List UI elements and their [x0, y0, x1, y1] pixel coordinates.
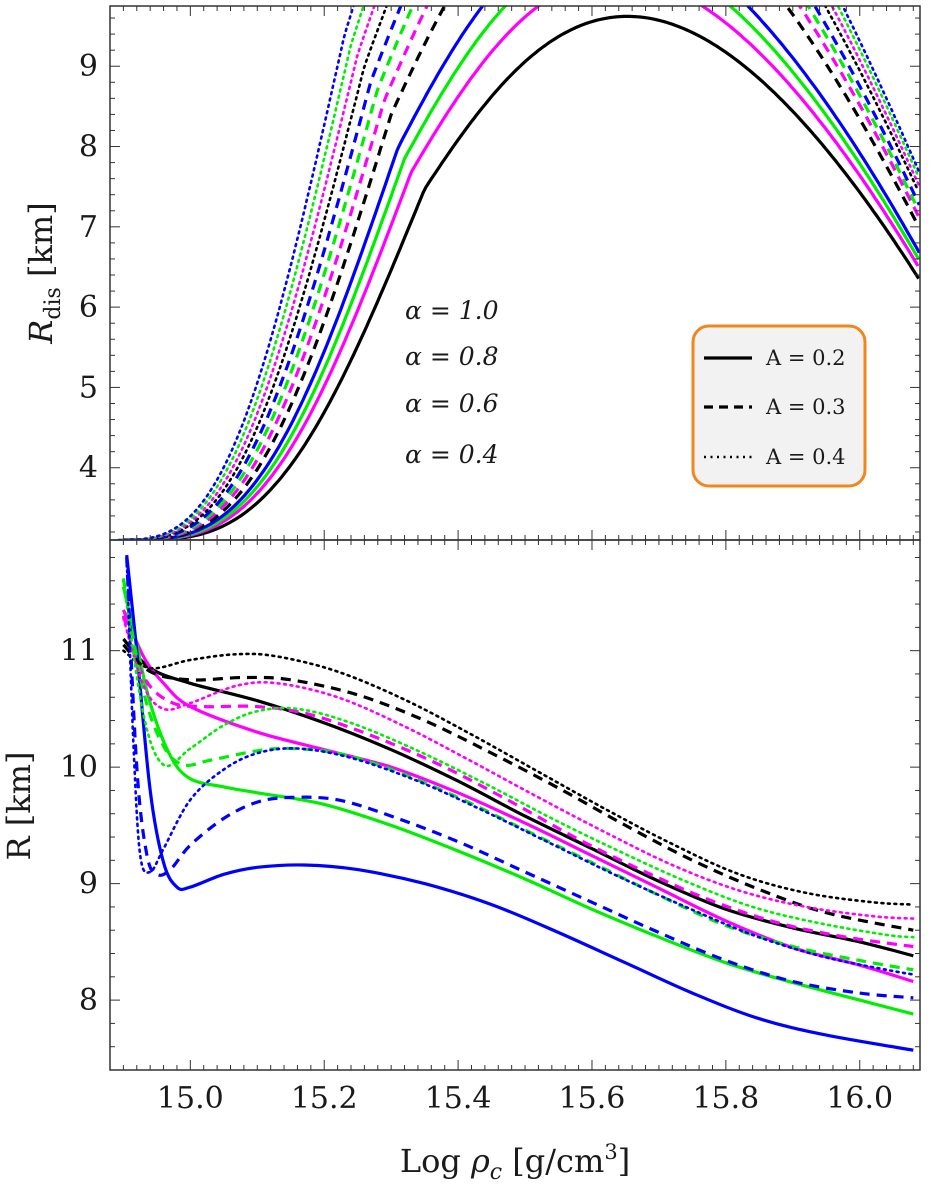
top-series-alpha-0-4-A-0-3: [124, 6, 920, 540]
annotation-alpha-0-8: α = 0.8: [405, 342, 498, 371]
bottom-series-alpha-0-8-A-0-3: [121, 615, 914, 949]
bottom-series-alpha-0-4-A-0-3: [125, 557, 914, 1000]
annotation-alpha-1-0: α = 1.0: [405, 296, 499, 325]
top-y-tick-label: 8: [79, 130, 98, 165]
x-tick-label: 15.2: [291, 1081, 358, 1116]
legend: A = 0.2 A = 0.3 A = 0.4: [691, 324, 867, 488]
top-y-axis-label: Rdis [km]: [22, 202, 66, 344]
top-series-alpha-0-8-A-0-4: [120, 6, 920, 540]
bottom-y-tick-label: 11: [60, 634, 98, 669]
alpha-annotations: α = 1.0 α = 0.8 α = 0.6 α = 0.4: [405, 296, 499, 469]
top-series-alpha-1-A-0-2: [136, 14, 920, 540]
x-tick-label: 15.6: [559, 1081, 626, 1116]
bottom-series-alpha-0-6-A-0-4: [122, 579, 915, 939]
bottom-series-alpha-0-8-A-0-2: [121, 609, 914, 984]
x-tick-label: 15.0: [157, 1081, 224, 1116]
bottom-series-alpha-1-A-0-2: [122, 637, 914, 958]
bottom-y-axis-label: R [km]: [0, 752, 38, 861]
annotation-alpha-0-6: α = 0.6: [405, 389, 499, 418]
x-tick-label: 16.0: [826, 1081, 893, 1116]
annotation-alpha-0-4: α = 0.4: [405, 440, 498, 469]
bottom-series-alpha-1-A-0-3: [122, 643, 914, 932]
bottom-panel-frame: [109, 539, 921, 1071]
top-curves: [117, 6, 920, 540]
top-series-alpha-0-6-A-0-2: [131, 6, 920, 540]
top-y-tick-label: 9: [79, 49, 98, 84]
bottom-series-alpha-0-4-A-0-2: [125, 554, 914, 1052]
bottom-y-tick-label: 8: [79, 983, 98, 1018]
x-tick-label: 15.8: [692, 1081, 759, 1116]
top-series-alpha-1-A-0-3: [128, 6, 920, 540]
top-series-alpha-0-6-A-0-4: [118, 6, 920, 540]
legend-box: [691, 324, 867, 488]
bottom-ticks: 8 9 10 11 15.0 15.2 15.4 15.6 15.8 16.0: [60, 540, 920, 1116]
bottom-y-tick-label: 9: [79, 867, 98, 902]
bottom-panel: 8 9 10 11 15.0 15.2 15.4 15.6 15.8 16.0 R [km] Lo…: [0, 539, 921, 1185]
top-series-alpha-0-8-A-0-2: [133, 6, 920, 540]
top-series-alpha-0-4-A-0-2: [129, 6, 920, 540]
top-series-alpha-0-6-A-0-3: [125, 6, 920, 540]
legend-label-a-0-4: A = 0.4: [765, 445, 846, 469]
bottom-series-alpha-0-6-A-0-3: [121, 578, 914, 972]
top-y-tick-label: 6: [79, 290, 98, 325]
x-axis-label: Log ρc [g/cm3]: [400, 1140, 630, 1185]
bottom-series-alpha-0-4-A-0-4: [125, 556, 915, 976]
top-ticks: 4 5 6 7 8 9: [79, 6, 920, 540]
bottom-series-alpha-1-A-0-4: [122, 649, 915, 906]
bottom-y-tick-label: 10: [60, 750, 98, 785]
bottom-series-alpha-0-8-A-0-4: [122, 616, 915, 920]
legend-label-a-0-3: A = 0.3: [765, 395, 846, 419]
legend-label-a-0-2: A = 0.2: [765, 346, 846, 370]
x-tick-label: 15.4: [425, 1081, 492, 1116]
top-y-tick-label: 7: [79, 210, 98, 245]
bottom-curves: [121, 554, 915, 1052]
top-y-tick-label: 5: [79, 370, 98, 405]
top-panel: 4 5 6 7 8 9 Rdis [km] α = 1.0 α = 0.8 α = 0.6…: [22, 5, 921, 541]
top-y-tick-label: 4: [79, 451, 98, 486]
